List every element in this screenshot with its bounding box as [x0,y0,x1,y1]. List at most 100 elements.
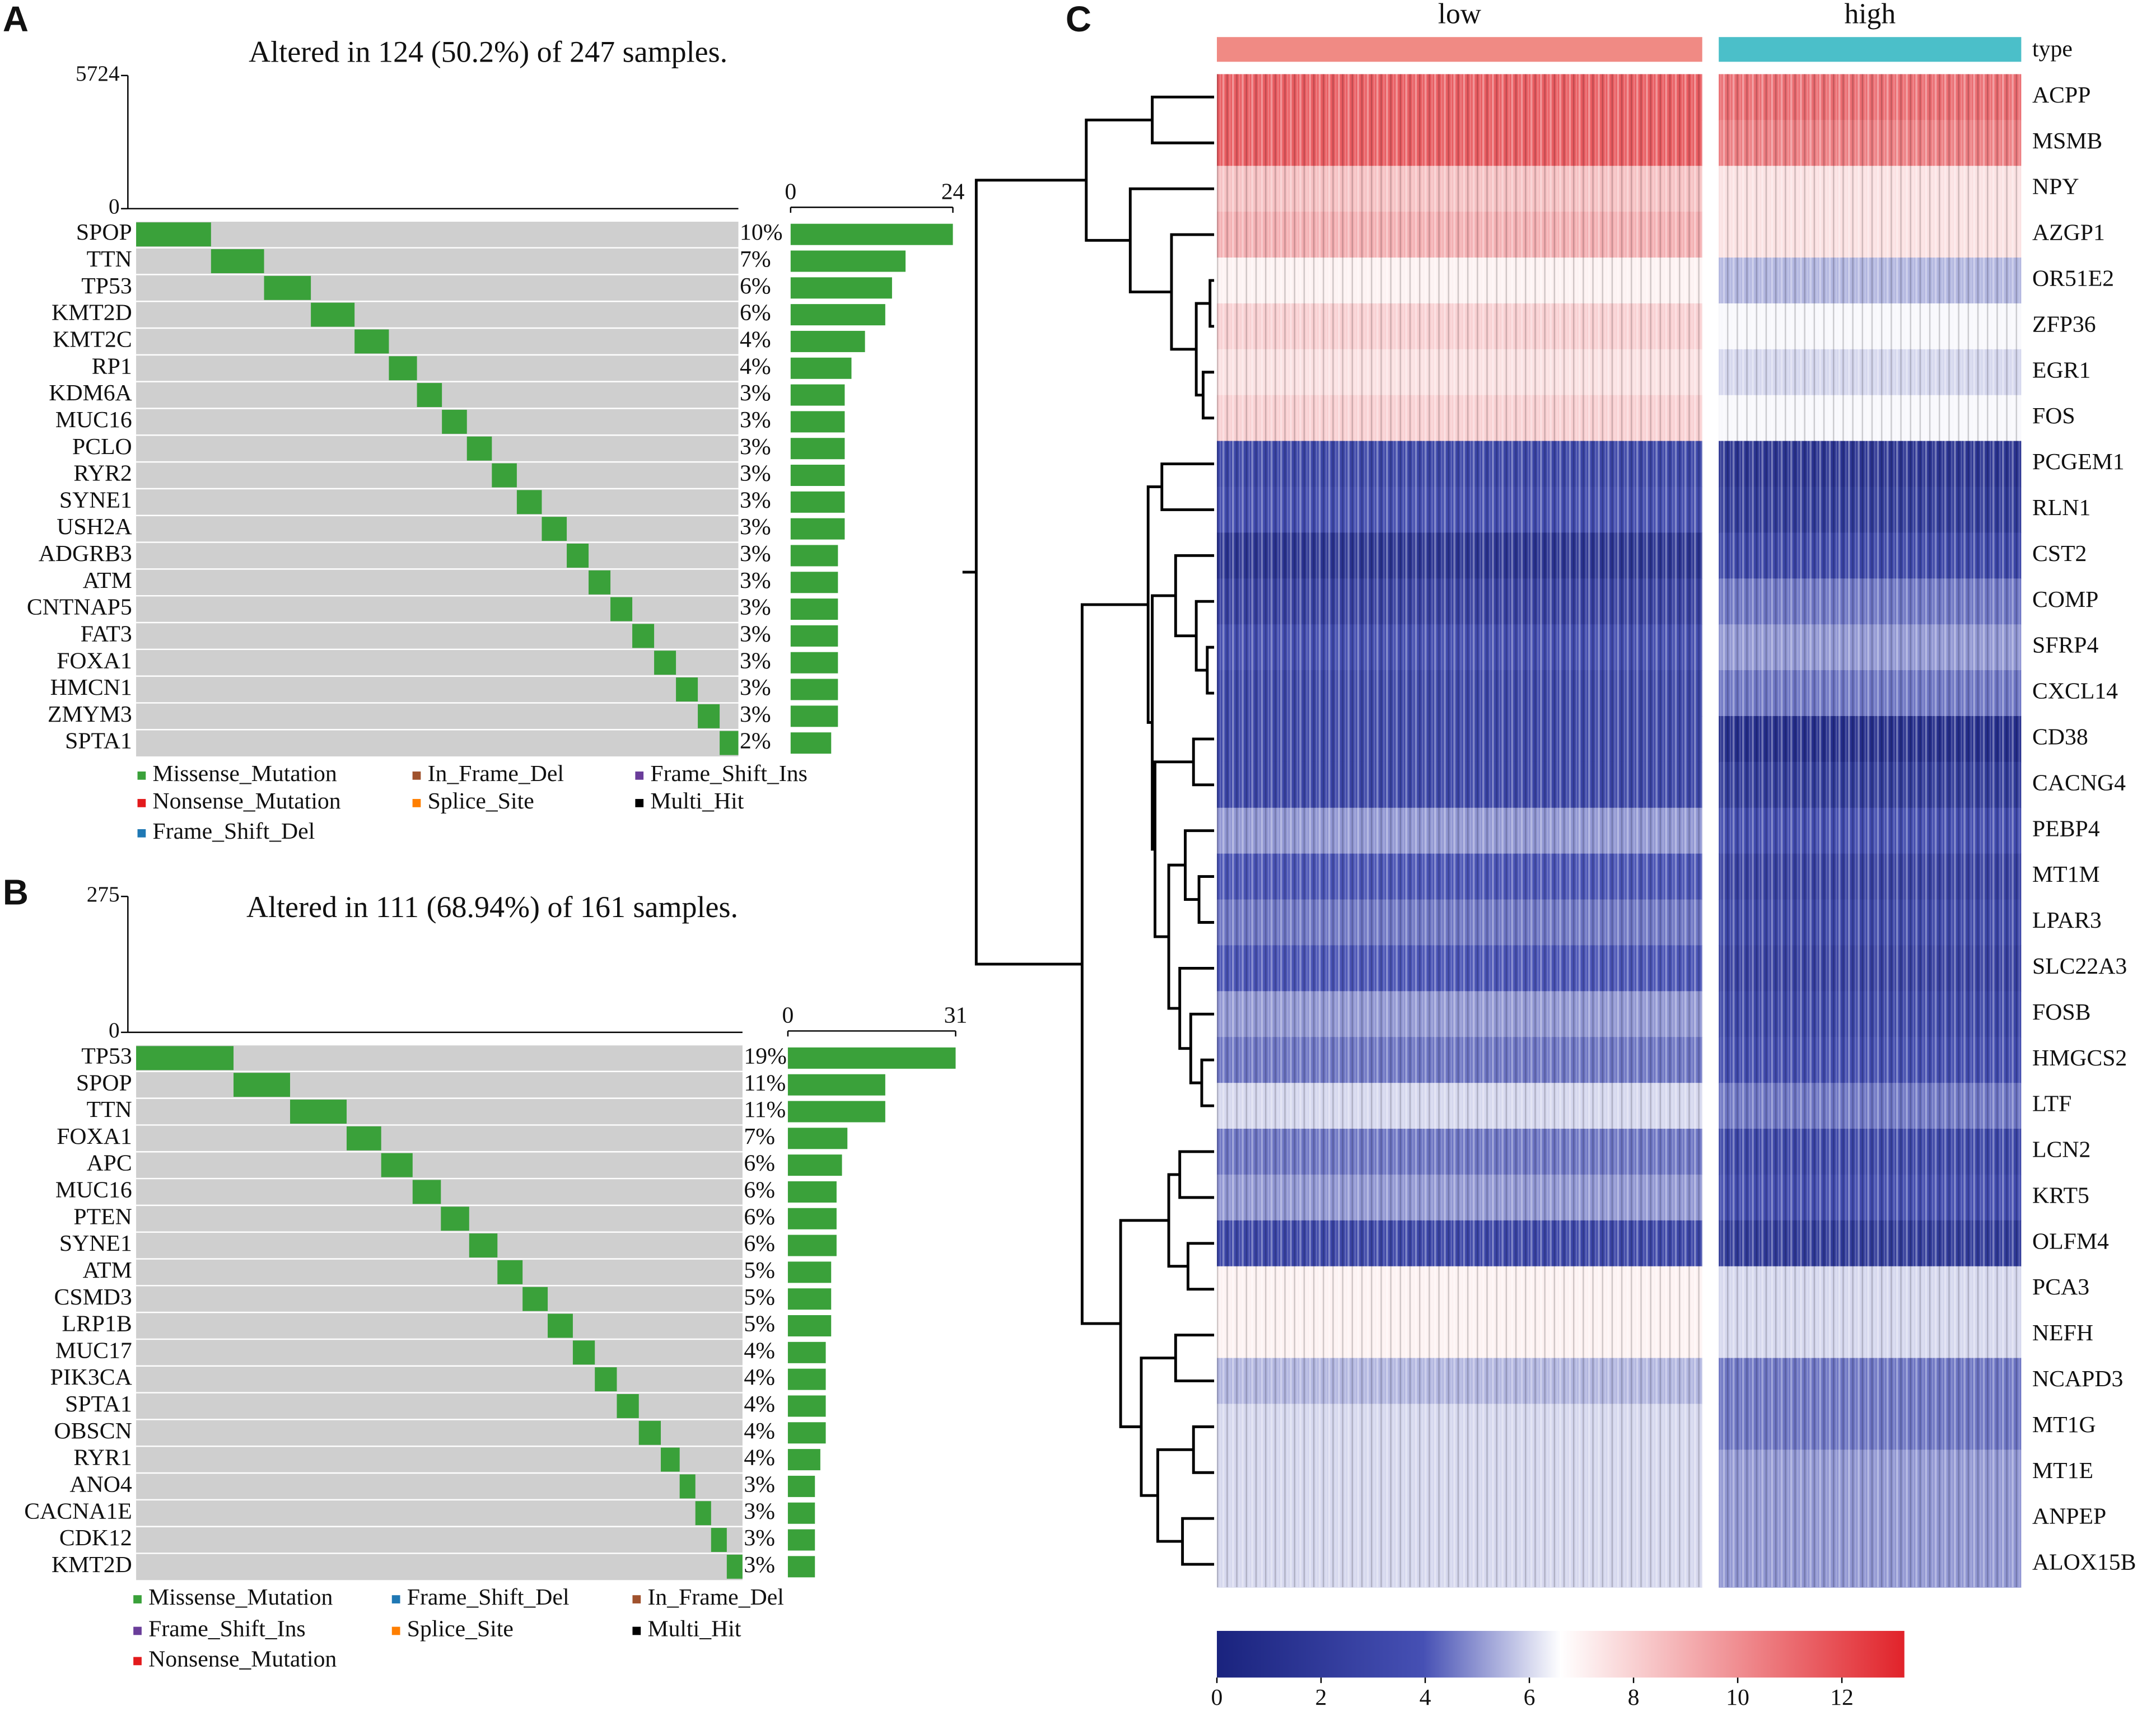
percent-label: 3% [740,648,771,674]
count-bar [790,357,852,379]
gene-label: KMT2D [52,1552,132,1578]
count-bar [787,1288,832,1310]
count-bar [787,1422,826,1444]
mutation-block [617,1394,639,1418]
count-bar [790,705,838,727]
count-bar [790,652,838,674]
mutation-block [136,222,211,247]
mutation-block [469,1233,498,1258]
count-bar [790,518,845,540]
mutation-block [516,490,542,515]
row-label: CACNG4 [2032,770,2126,796]
count-bar [790,223,953,245]
count-bar [787,1556,815,1578]
mutation-block [354,329,389,354]
percent-label: 4% [744,1364,775,1390]
count-bar [790,679,838,700]
percent-label: 3% [740,380,771,406]
percent-label: 4% [744,1338,775,1363]
row-label: EGR1 [2032,357,2090,383]
mutation-block [522,1287,548,1311]
x-tick-label: 31 [944,1003,968,1028]
count-bar [787,1047,956,1069]
legend-swatch [391,1626,400,1635]
row-label: CST2 [2032,541,2087,567]
mutation-block [595,1367,617,1392]
legend-label: Multi_Hit [650,788,744,814]
mutation-block [412,1180,441,1204]
percent-label: 7% [744,1124,775,1149]
gene-label: KMT2D [52,300,132,326]
gene-label: CSMD3 [54,1284,132,1310]
gene-label: FAT3 [81,621,132,647]
gene-label: PCLO [72,434,132,460]
count-bar [790,384,845,406]
y-tick-label: 275 [87,882,120,906]
percent-label: 3% [744,1525,775,1551]
gene-label: USH2A [57,514,132,540]
mutation-block [695,1501,711,1526]
percent-label: 3% [740,514,771,540]
legend-label: Missense_Mutation [153,761,337,787]
mutation-block [466,436,492,461]
texture [1719,74,2022,1588]
colorbar-tick-label: 6 [1524,1685,1536,1710]
row-label: CD38 [2032,724,2088,750]
gene-label: SYNE1 [59,487,132,513]
count-bar [790,732,832,754]
colorbar-tick-label: 2 [1315,1685,1327,1710]
row-label: ACPP [2032,82,2090,108]
mutation-block [542,517,567,541]
percent-label: 10% [740,219,783,245]
mutation-block [136,1046,234,1070]
count-bar [790,465,845,487]
percent-label: 2% [740,728,771,754]
legend-swatch [412,772,421,780]
count-bar [787,1449,820,1471]
legend-swatch [635,772,644,780]
legend-label: Splice_Site [428,788,534,814]
gene-label: HMCN1 [50,675,132,700]
row-label: ALOX15B [2032,1550,2136,1575]
count-bar [790,411,845,433]
legend-label: Nonsense_Mutation [148,1647,337,1672]
mutation-block [548,1313,573,1338]
legend-label: Missense_Mutation [148,1584,333,1610]
mutation-block [711,1528,727,1552]
percent-label: 3% [740,407,771,433]
count-bar [790,250,906,272]
legend-label: Frame_Shift_Del [153,819,315,844]
percent-label: 11% [744,1070,786,1096]
percent-label: 4% [744,1445,775,1471]
row-label: PCA3 [2032,1274,2089,1300]
colorbar-tick-label: 8 [1628,1685,1640,1710]
percent-label: 6% [744,1151,775,1176]
x-tick-label: 0 [782,1003,794,1028]
gene-label: SPOP [76,1070,132,1096]
count-bar [787,1101,885,1123]
mutation-block [492,463,517,488]
percent-label: 4% [740,327,771,353]
row-label: SFRP4 [2032,633,2098,658]
row-label: MT1E [2032,1458,2093,1484]
gene-label: MUC16 [55,1177,132,1203]
mutation-block [264,275,311,300]
legend-swatch [391,1595,400,1603]
row-label: NPY [2032,174,2079,200]
annotation-bar [1719,37,2022,62]
count-bar [787,1261,832,1283]
percent-label: 6% [744,1204,775,1229]
count-bar [787,1074,885,1096]
percent-label: 19% [744,1043,787,1069]
percent-label: 3% [744,1498,775,1524]
gene-label: TP53 [81,273,132,299]
legend-swatch [632,1595,641,1603]
gene-label: SPOP [76,219,132,245]
percent-label: 4% [744,1418,775,1444]
percent-label: 3% [740,487,771,513]
count-bar [787,1395,826,1417]
gene-label: TTN [87,1097,132,1123]
gene-label: SPTA1 [65,1391,132,1417]
mutation-block [698,704,720,728]
